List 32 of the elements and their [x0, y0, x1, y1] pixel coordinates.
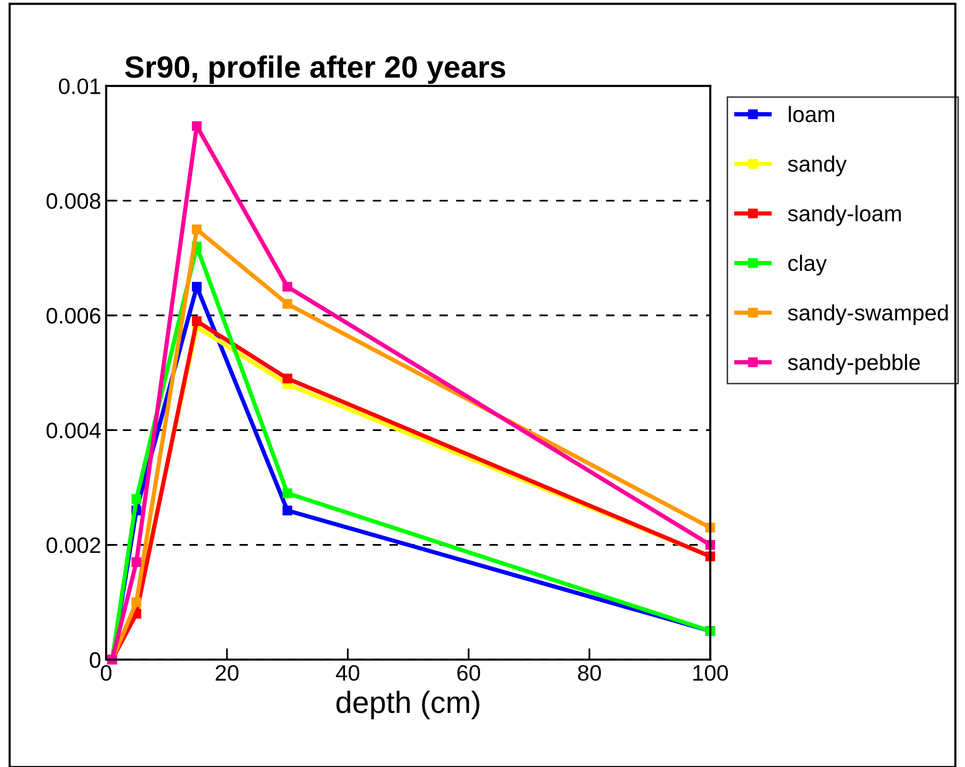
legend-label: sandy-pebble	[788, 354, 920, 375]
y-tick-label: 0.01	[58, 78, 100, 94]
x-tick-label: 0	[100, 665, 112, 681]
x-axis-title: depth (cm)	[336, 690, 480, 720]
y-tick-label: 0.006	[46, 308, 100, 324]
legend-label: loam	[788, 106, 834, 122]
point	[131, 597, 142, 608]
point	[282, 282, 292, 292]
point	[131, 494, 142, 504]
x-tick-label: 80	[578, 665, 601, 681]
point	[282, 488, 292, 498]
chart-title: Sr90, profile after 20 years	[125, 55, 506, 84]
legend-label: sandy-loam	[788, 205, 901, 226]
point	[131, 557, 142, 567]
legend-label: sandy	[788, 156, 847, 176]
x-tick-label: 20	[216, 665, 238, 681]
point	[282, 374, 292, 384]
y-tick-label: 0.002	[46, 537, 100, 554]
point	[192, 224, 202, 234]
x-tick-label: 100	[693, 665, 728, 681]
y-tick-label: 0.004	[46, 422, 101, 438]
y-tick-label: 0	[90, 652, 100, 668]
point	[282, 299, 292, 309]
legend-label: sandy-swamped	[788, 304, 948, 326]
legend-label: clay	[788, 254, 827, 276]
point	[192, 316, 202, 326]
point	[192, 121, 202, 131]
point	[192, 282, 202, 292]
y-tick-label: 0.008	[46, 193, 100, 209]
x-tick-label: 60	[457, 665, 480, 681]
x-tick-label: 40	[336, 665, 360, 681]
point	[282, 506, 292, 516]
